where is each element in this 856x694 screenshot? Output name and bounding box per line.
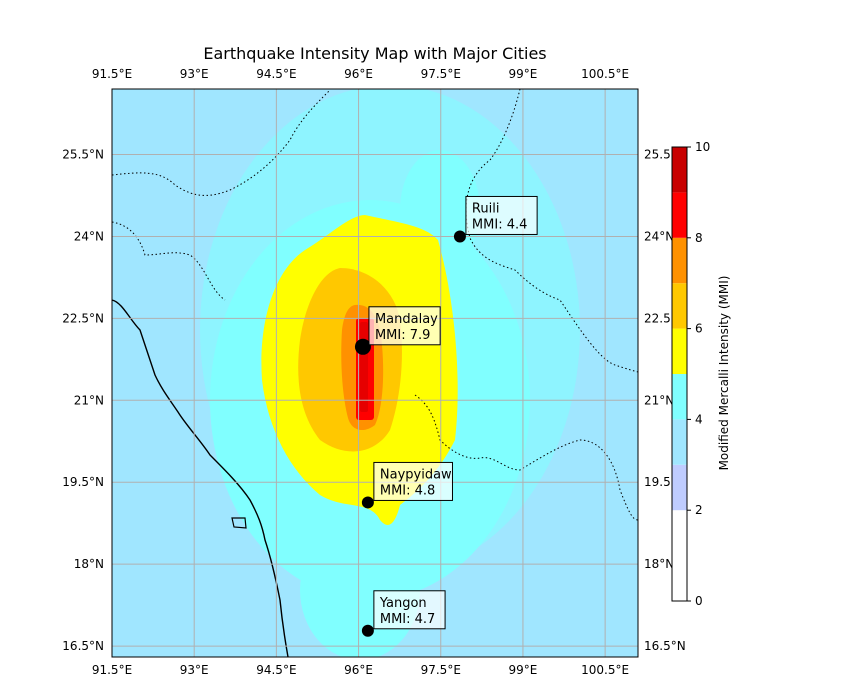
lon-label-top-5: 99°E [509, 67, 538, 81]
city-marker-naypyidaw[interactable] [361, 496, 374, 509]
colorbar-segment-5 [672, 283, 687, 329]
city-label-box-naypyidaw [373, 461, 453, 501]
lat-label-left-1: 18°N [74, 557, 104, 571]
map-title: Earthquake Intensity Map with Major Citi… [203, 44, 546, 63]
city-marker-ruili[interactable] [453, 230, 466, 243]
city-marker-mandalay[interactable] [354, 338, 371, 355]
lat-label-right-0: 16.5°N [644, 639, 686, 653]
lat-labels-left: 16.5°N 18°N 19.5°N 21°N 22.5°N 24°N 25.5°N [62, 148, 104, 654]
lon-labels-bottom: 91.5°E 93°E 94.5°E 96°E 97.5°E 99°E 100.5°E [92, 663, 629, 677]
colorbar-tick-label-1: 2 [695, 503, 703, 517]
lon-label-bottom-1: 93°E [180, 663, 209, 677]
city-name-naypyidaw: Naypyidaw [380, 467, 452, 482]
lat-label-left-4: 22.5°N [62, 311, 104, 325]
city-mmi-naypyidaw: MMI: 4.8 [380, 483, 435, 498]
city-label-box-mandalay [368, 306, 441, 346]
city-name-mandalay: Mandalay [375, 312, 438, 327]
colorbar-tick-label-3: 6 [695, 322, 703, 336]
coastline [112, 299, 289, 657]
lon-label-bottom-6: 100.5°E [581, 663, 629, 677]
colorbar-tick-label-5: 10 [695, 140, 710, 154]
map-area [112, 89, 638, 657]
lat-label-right-5: 24°N [644, 229, 674, 243]
lon-label-top-0: 91.5°E [92, 67, 132, 81]
colorbar-tick-label-4: 8 [695, 231, 703, 245]
colorbar-label: Modified Mercalli Intensity (MMI) [717, 276, 731, 471]
colorbar-segment-0 [672, 510, 687, 601]
lon-label-top-4: 97.5°E [421, 67, 461, 81]
lon-label-bottom-0: 91.5°E [92, 663, 132, 677]
colorbar-tick-label-2: 4 [695, 412, 703, 426]
colorbar-segment-6 [672, 237, 687, 284]
city-label-box-yangon [373, 590, 446, 630]
lon-label-top-6: 100.5°E [581, 67, 629, 81]
lon-label-top-3: 96°E [344, 67, 373, 81]
city-mmi-yangon: MMI: 4.7 [380, 612, 435, 627]
lat-label-left-6: 25.5°N [62, 148, 104, 162]
colorbar-frame [671, 146, 688, 602]
lat-label-left-5: 24°N [74, 229, 104, 243]
colorbar-segment-3 [672, 374, 687, 420]
lat-label-right-1: 18°N [644, 557, 674, 571]
lon-label-top-1: 93°E [180, 67, 209, 81]
lon-label-bottom-2: 94.5°E [256, 663, 296, 677]
lon-label-bottom-3: 96°E [344, 663, 373, 677]
lon-label-bottom-4: 97.5°E [421, 663, 461, 677]
country-borders [112, 89, 638, 521]
city-label-box-ruili [465, 195, 538, 235]
fault-rupture-mmi-9-10 [360, 322, 368, 412]
lat-label-right-3: 21°N [644, 393, 674, 407]
city-mmi-mandalay: MMI: 7.9 [375, 328, 430, 343]
map-frame [111, 88, 639, 658]
colorbar-segment-7 [672, 192, 687, 238]
colorbar: 0 2 4 6 8 10 [671, 140, 710, 608]
colorbar-tick-label-0: 0 [695, 594, 703, 608]
lat-label-left-3: 21°N [74, 393, 104, 407]
island-outline [231, 517, 247, 529]
colorbar-segment-8 [672, 147, 687, 193]
city-mmi-ruili: MMI: 4.4 [472, 217, 527, 232]
colorbar-segment-1 [672, 464, 687, 511]
lat-label-left-2: 19.5°N [62, 475, 104, 489]
lon-label-top-2: 94.5°E [256, 67, 296, 81]
city-marker-yangon[interactable] [361, 624, 374, 637]
lat-label-left-0: 16.5°N [62, 639, 104, 653]
colorbar-segment-4 [672, 328, 687, 374]
city-name-ruili: Ruili [472, 201, 500, 216]
lon-labels-top: 91.5°E 93°E 94.5°E 96°E 97.5°E 99°E 100.5°E [92, 67, 629, 81]
colorbar-segment-2 [672, 419, 687, 465]
city-name-yangon: Yangon [379, 596, 427, 611]
lon-label-bottom-5: 99°E [509, 663, 538, 677]
